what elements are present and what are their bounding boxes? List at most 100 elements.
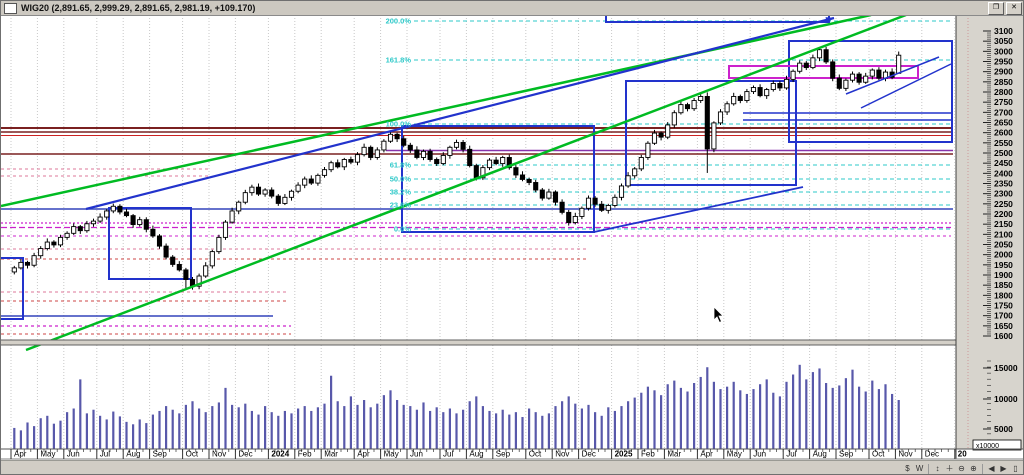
bottom-toolbar: $ W ↕ ＋ ⊖ ⊕ ◀ ▶ ▯ bbox=[1, 460, 1023, 474]
svg-text:2650: 2650 bbox=[994, 118, 1013, 128]
page-end-button[interactable]: ▯ bbox=[1010, 463, 1021, 474]
zoom-out-button[interactable]: ⊖ bbox=[956, 463, 967, 474]
svg-text:Oct: Oct bbox=[872, 450, 885, 459]
svg-text:Aug: Aug bbox=[469, 450, 483, 459]
svg-text:Jun: Jun bbox=[410, 450, 423, 459]
svg-text:Jul: Jul bbox=[443, 450, 453, 459]
svg-text:1750: 1750 bbox=[994, 301, 1013, 311]
zoom-in-button[interactable]: ⊕ bbox=[968, 463, 979, 474]
svg-text:2500: 2500 bbox=[994, 148, 1013, 158]
svg-text:2150: 2150 bbox=[994, 219, 1013, 229]
svg-text:Mar: Mar bbox=[324, 450, 338, 459]
price-mode-button[interactable]: $ bbox=[902, 463, 913, 474]
svg-text:20: 20 bbox=[958, 450, 967, 459]
svg-text:1800: 1800 bbox=[994, 290, 1013, 300]
toolbar-separator bbox=[928, 464, 929, 474]
svg-text:Oct: Oct bbox=[529, 450, 542, 459]
mouse-cursor bbox=[713, 306, 724, 324]
svg-text:2300: 2300 bbox=[994, 189, 1013, 199]
svg-text:Apr: Apr bbox=[700, 450, 713, 459]
svg-text:Jun: Jun bbox=[67, 450, 80, 459]
svg-text:Jun: Jun bbox=[753, 450, 766, 459]
svg-text:Nov: Nov bbox=[212, 450, 226, 459]
svg-text:Jul: Jul bbox=[100, 450, 110, 459]
svg-text:2450: 2450 bbox=[994, 158, 1013, 168]
date-axis[interactable]: Apr May Jun Jul Aug Sep Oct Nov Dec 2024 Feb Mar Apr… bbox=[1, 448, 1024, 460]
svg-text:May: May bbox=[727, 450, 742, 459]
crosshair-button[interactable]: ＋ bbox=[945, 464, 954, 473]
svg-text:1900: 1900 bbox=[994, 270, 1013, 280]
svg-text:2024: 2024 bbox=[271, 450, 289, 459]
svg-text:38.2%: 38.2% bbox=[390, 188, 412, 197]
svg-text:Sep: Sep bbox=[839, 450, 854, 459]
svg-text:Apr: Apr bbox=[14, 450, 27, 459]
svg-text:Apr: Apr bbox=[357, 450, 370, 459]
svg-text:1700: 1700 bbox=[994, 311, 1013, 321]
svg-text:2000: 2000 bbox=[994, 250, 1013, 260]
weekly-period-button[interactable]: W bbox=[915, 464, 924, 473]
svg-text:1950: 1950 bbox=[994, 260, 1013, 270]
svg-text:2800: 2800 bbox=[994, 87, 1013, 97]
svg-text:2550: 2550 bbox=[994, 138, 1013, 148]
svg-text:Dec: Dec bbox=[925, 450, 939, 459]
svg-text:0.0%: 0.0% bbox=[394, 225, 411, 234]
svg-text:Feb: Feb bbox=[298, 450, 312, 459]
svg-text:2950: 2950 bbox=[994, 57, 1013, 67]
svg-text:Nov: Nov bbox=[555, 450, 569, 459]
svg-text:2600: 2600 bbox=[994, 128, 1013, 138]
svg-text:1600: 1600 bbox=[994, 331, 1013, 341]
svg-text:15000: 15000 bbox=[994, 363, 1018, 373]
scroll-left-button[interactable]: ◀ bbox=[986, 463, 997, 474]
svg-text:2900: 2900 bbox=[994, 67, 1013, 77]
svg-text:50.0%: 50.0% bbox=[390, 175, 412, 184]
svg-text:Sep: Sep bbox=[496, 450, 511, 459]
window-title: WIG20 (2,891.65, 2,999.29, 2,891.65, 2,9… bbox=[21, 2, 256, 13]
svg-text:61.8%: 61.8% bbox=[390, 161, 412, 170]
svg-text:2850: 2850 bbox=[994, 77, 1013, 87]
svg-text:5000: 5000 bbox=[994, 424, 1013, 434]
scroll-right-button[interactable]: ▶ bbox=[998, 463, 1009, 474]
svg-text:Mar: Mar bbox=[667, 450, 681, 459]
svg-text:2250: 2250 bbox=[994, 199, 1013, 209]
svg-text:161.8%: 161.8% bbox=[386, 56, 412, 65]
svg-text:2700: 2700 bbox=[994, 107, 1013, 117]
svg-text:10000: 10000 bbox=[994, 394, 1018, 404]
svg-text:2050: 2050 bbox=[994, 240, 1013, 250]
svg-text:3000: 3000 bbox=[994, 46, 1013, 56]
svg-text:1650: 1650 bbox=[994, 321, 1013, 331]
restore-button[interactable]: ❐ bbox=[988, 1, 1004, 15]
vertical-zoom-button[interactable]: ↕ bbox=[932, 463, 943, 474]
svg-text:2750: 2750 bbox=[994, 97, 1013, 107]
svg-text:Aug: Aug bbox=[126, 450, 140, 459]
svg-text:Dec: Dec bbox=[238, 450, 252, 459]
svg-text:2200: 2200 bbox=[994, 209, 1013, 219]
svg-text:Aug: Aug bbox=[813, 450, 827, 459]
svg-text:2025: 2025 bbox=[615, 450, 633, 459]
chart-mini-toolbar: $ W ↕ ＋ ⊖ ⊕ ◀ ▶ ▯ bbox=[902, 463, 1023, 474]
svg-text:Oct: Oct bbox=[186, 450, 199, 459]
svg-text:Sep: Sep bbox=[153, 450, 168, 459]
svg-text:2350: 2350 bbox=[994, 179, 1013, 189]
svg-text:x10000: x10000 bbox=[976, 443, 999, 450]
price-axis[interactable]: 3100305030002950290028502800275027002650… bbox=[955, 15, 1022, 459]
svg-text:Jul: Jul bbox=[786, 450, 796, 459]
svg-text:Dec: Dec bbox=[582, 450, 596, 459]
svg-text:Feb: Feb bbox=[641, 450, 655, 459]
svg-text:3050: 3050 bbox=[994, 36, 1013, 46]
svg-text:2400: 2400 bbox=[994, 168, 1013, 178]
svg-text:May: May bbox=[384, 450, 399, 459]
close-button[interactable]: ✕ bbox=[1006, 1, 1022, 15]
svg-text:200.0%: 200.0% bbox=[386, 17, 412, 26]
svg-text:1850: 1850 bbox=[994, 280, 1013, 290]
svg-text:2100: 2100 bbox=[994, 229, 1013, 239]
chart-window-icon bbox=[4, 2, 17, 14]
svg-text:100.0%: 100.0% bbox=[386, 120, 412, 129]
svg-text:May: May bbox=[40, 450, 55, 459]
toolbar-separator bbox=[982, 464, 983, 474]
svg-text:23.6%: 23.6% bbox=[390, 201, 412, 210]
window-titlebar[interactable]: WIG20 (2,891.65, 2,999.29, 2,891.65, 2,9… bbox=[1, 1, 1023, 16]
svg-text:Nov: Nov bbox=[898, 450, 912, 459]
svg-text:3100: 3100 bbox=[994, 26, 1013, 36]
